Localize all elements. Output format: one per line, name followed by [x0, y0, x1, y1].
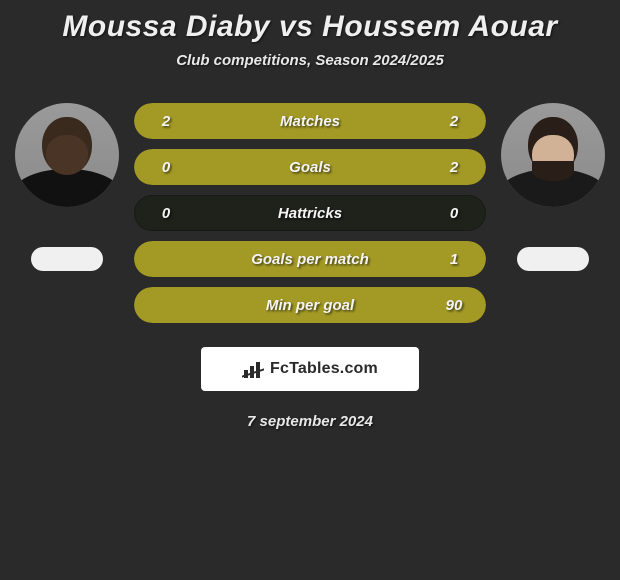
- page-subtitle: Club competitions, Season 2024/2025: [0, 52, 620, 69]
- comparison-card: Moussa Diaby vs Houssem Aouar Club compe…: [0, 0, 620, 430]
- stat-row-text: 2Matches2: [134, 103, 486, 139]
- page-title: Moussa Diaby vs Houssem Aouar: [0, 10, 620, 44]
- stats-panel: 2Matches20Goals20Hattricks0Goals per mat…: [134, 103, 486, 323]
- stat-row: 0Hattricks0: [134, 195, 486, 231]
- comparison-layout: 2Matches20Goals20Hattricks0Goals per mat…: [0, 103, 620, 323]
- stat-row-text: Goals per match1: [134, 241, 486, 277]
- snapshot-date: 7 september 2024: [0, 413, 620, 430]
- stat-right-value: 2: [436, 113, 472, 130]
- fctables-logo[interactable]: FcTables.com: [201, 347, 419, 391]
- stat-row: Goals per match1: [134, 241, 486, 277]
- stat-right-value: 0: [436, 205, 472, 222]
- left-player-avatar: [15, 103, 119, 207]
- stat-right-value: 90: [436, 297, 472, 314]
- stat-left-value: 0: [148, 205, 184, 222]
- stat-label: Goals: [184, 159, 436, 176]
- right-player-avatar: [501, 103, 605, 207]
- right-team-badge: [517, 247, 589, 271]
- stat-row: Min per goal90: [134, 287, 486, 323]
- stat-row: 2Matches2: [134, 103, 486, 139]
- logo-text: FcTables.com: [270, 360, 378, 378]
- stat-left-value: 0: [148, 159, 184, 176]
- stat-label: Goals per match: [184, 251, 436, 268]
- stat-right-value: 2: [436, 159, 472, 176]
- stat-row-text: 0Hattricks0: [134, 195, 486, 231]
- stat-row-text: 0Goals2: [134, 149, 486, 185]
- stat-row-text: Min per goal90: [134, 287, 486, 323]
- left-team-badge: [31, 247, 103, 271]
- right-player-column: [498, 103, 608, 271]
- stat-row: 0Goals2: [134, 149, 486, 185]
- bar-chart-icon: [242, 360, 264, 378]
- stat-label: Matches: [184, 113, 436, 130]
- stat-label: Hattricks: [184, 205, 436, 222]
- stat-right-value: 1: [436, 251, 472, 268]
- stat-left-value: 2: [148, 113, 184, 130]
- left-player-column: [12, 103, 122, 271]
- stat-label: Min per goal: [184, 297, 436, 314]
